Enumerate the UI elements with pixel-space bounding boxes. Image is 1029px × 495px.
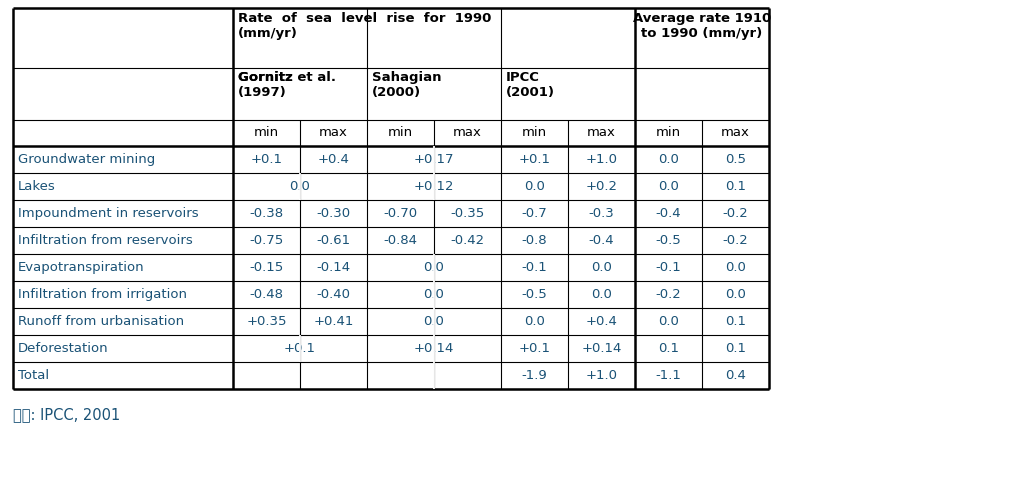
- Text: +0.1: +0.1: [519, 153, 551, 166]
- Text: -0.30: -0.30: [317, 207, 351, 220]
- Text: -0.14: -0.14: [317, 261, 351, 274]
- Text: 0.0: 0.0: [524, 180, 545, 193]
- Text: +0.1: +0.1: [284, 342, 316, 355]
- Text: min: min: [655, 127, 681, 140]
- Text: 0.0: 0.0: [659, 315, 679, 328]
- Text: -0.15: -0.15: [249, 261, 284, 274]
- Text: Impoundment in reservoirs: Impoundment in reservoirs: [17, 207, 199, 220]
- Text: Sahagian
(2000): Sahagian (2000): [372, 71, 441, 99]
- Text: Total: Total: [17, 369, 49, 382]
- Text: 0.0: 0.0: [424, 315, 445, 328]
- Text: +0.41: +0.41: [313, 315, 354, 328]
- Text: +0.35: +0.35: [246, 315, 287, 328]
- Text: -0.7: -0.7: [522, 207, 547, 220]
- Text: +0.1: +0.1: [519, 342, 551, 355]
- Text: Runoff from urbanisation: Runoff from urbanisation: [17, 315, 184, 328]
- Text: max: max: [721, 127, 750, 140]
- Text: 0.0: 0.0: [524, 315, 545, 328]
- Text: -0.40: -0.40: [317, 288, 351, 301]
- Text: max: max: [588, 127, 616, 140]
- Text: Infiltration from reservoirs: Infiltration from reservoirs: [17, 234, 192, 247]
- Text: IPCC
(2001): IPCC (2001): [506, 71, 555, 99]
- Text: +0.14: +0.14: [414, 342, 454, 355]
- Text: -0.1: -0.1: [522, 261, 547, 274]
- Text: Average rate 1910
to 1990 (mm/yr): Average rate 1910 to 1990 (mm/yr): [633, 12, 771, 40]
- Text: +0.4: +0.4: [318, 153, 350, 166]
- Text: Deforestation: Deforestation: [17, 342, 109, 355]
- Text: +0.14: +0.14: [581, 342, 622, 355]
- Text: 0.1: 0.1: [658, 342, 679, 355]
- Text: -0.2: -0.2: [722, 207, 748, 220]
- Text: -0.2: -0.2: [722, 234, 748, 247]
- Text: Gornitz: Gornitz: [238, 71, 297, 84]
- Text: -0.4: -0.4: [655, 207, 681, 220]
- Text: Infiltration from irrigation: Infiltration from irrigation: [17, 288, 187, 301]
- Text: -0.8: -0.8: [522, 234, 547, 247]
- Text: 0.0: 0.0: [591, 288, 612, 301]
- Text: +0.4: +0.4: [586, 315, 617, 328]
- Text: 0.0: 0.0: [659, 180, 679, 193]
- Text: -0.48: -0.48: [249, 288, 284, 301]
- Text: 0.0: 0.0: [591, 261, 612, 274]
- Text: Evapotranspiration: Evapotranspiration: [17, 261, 145, 274]
- Text: 0.0: 0.0: [424, 261, 445, 274]
- Text: -0.1: -0.1: [655, 261, 681, 274]
- Text: -0.4: -0.4: [589, 234, 614, 247]
- Text: 자료: IPCC, 2001: 자료: IPCC, 2001: [13, 407, 120, 422]
- Text: 0.0: 0.0: [424, 288, 445, 301]
- Text: Gornitz et al.
(1997): Gornitz et al. (1997): [238, 71, 336, 99]
- Text: -0.42: -0.42: [451, 234, 485, 247]
- Text: 0.0: 0.0: [659, 153, 679, 166]
- Text: min: min: [522, 127, 547, 140]
- Text: -0.2: -0.2: [655, 288, 681, 301]
- Text: Groundwater mining: Groundwater mining: [17, 153, 155, 166]
- Text: Lakes: Lakes: [17, 180, 56, 193]
- Text: -0.70: -0.70: [384, 207, 418, 220]
- Text: max: max: [319, 127, 348, 140]
- Text: max: max: [453, 127, 482, 140]
- Text: -0.38: -0.38: [249, 207, 284, 220]
- Text: 0.5: 0.5: [725, 153, 746, 166]
- Text: 0.1: 0.1: [725, 315, 746, 328]
- Text: min: min: [254, 127, 279, 140]
- Text: 0.1: 0.1: [725, 180, 746, 193]
- Text: 0.0: 0.0: [725, 261, 746, 274]
- Text: +0.1: +0.1: [250, 153, 283, 166]
- Text: -0.35: -0.35: [451, 207, 485, 220]
- Text: +0.12: +0.12: [414, 180, 454, 193]
- Text: +0.17: +0.17: [414, 153, 454, 166]
- Text: -0.61: -0.61: [317, 234, 351, 247]
- Text: +1.0: +1.0: [586, 153, 617, 166]
- Text: min: min: [388, 127, 413, 140]
- Text: -0.84: -0.84: [384, 234, 418, 247]
- Text: -0.75: -0.75: [249, 234, 284, 247]
- Text: 0.4: 0.4: [725, 369, 746, 382]
- Text: -0.3: -0.3: [589, 207, 614, 220]
- Text: -0.5: -0.5: [522, 288, 547, 301]
- Text: -1.1: -1.1: [655, 369, 681, 382]
- Text: 0.0: 0.0: [289, 180, 311, 193]
- Text: Rate  of  sea  level  rise  for  1990
(mm/yr): Rate of sea level rise for 1990 (mm/yr): [238, 12, 492, 40]
- Text: -1.9: -1.9: [522, 369, 547, 382]
- Text: -0.5: -0.5: [655, 234, 681, 247]
- Text: +0.2: +0.2: [586, 180, 617, 193]
- Text: 0.0: 0.0: [725, 288, 746, 301]
- Text: +1.0: +1.0: [586, 369, 617, 382]
- Text: 0.1: 0.1: [725, 342, 746, 355]
